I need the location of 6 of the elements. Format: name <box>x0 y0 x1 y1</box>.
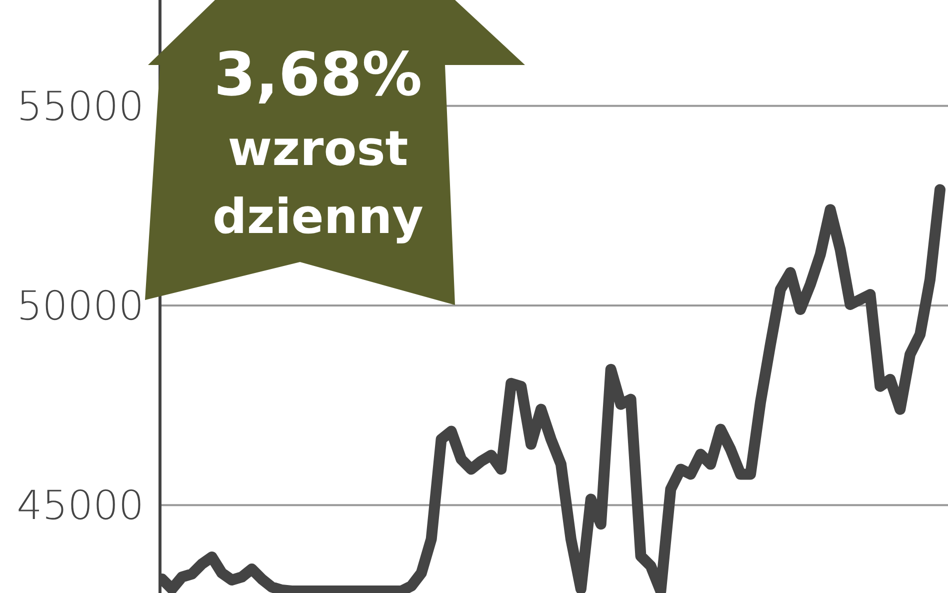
y-tick-label: 55000 <box>16 84 144 130</box>
annotation: 3,68% <box>214 40 422 110</box>
annotation: dzienny <box>212 189 424 245</box>
y-tick-label: 50000 <box>16 283 144 330</box>
y-tick-label: 45000 <box>16 483 144 530</box>
annotation: wzrost <box>228 121 408 177</box>
